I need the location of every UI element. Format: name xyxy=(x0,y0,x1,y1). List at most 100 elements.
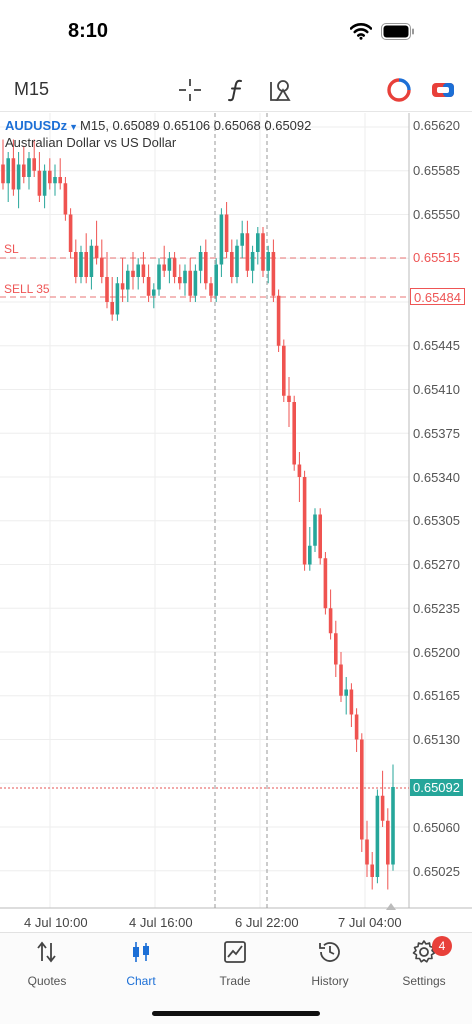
candle-body xyxy=(240,233,244,246)
candle-body xyxy=(245,233,250,271)
candle-body xyxy=(308,545,312,565)
candle-body xyxy=(365,839,369,865)
tab-label: Quotes xyxy=(27,974,67,988)
price-axis-label: 0.65410 xyxy=(413,382,460,397)
tab-chart[interactable]: Chart xyxy=(94,939,188,995)
candle-body xyxy=(339,664,343,696)
candle-body xyxy=(328,608,333,634)
candle-body xyxy=(16,164,21,190)
symbol-description: Australian Dollar vs US Dollar xyxy=(5,135,177,150)
candle-body xyxy=(183,270,187,284)
time-axis-label: 4 Jul 10:00 xyxy=(24,915,88,930)
candle-body xyxy=(354,714,359,740)
candle-body xyxy=(292,402,296,465)
symbol-ohlc: M15, 0.65089 0.65106 0.65068 0.65092 xyxy=(80,118,312,133)
candle-body xyxy=(209,283,213,296)
price-axis-label: 0.65585 xyxy=(413,163,460,178)
candle-body xyxy=(79,252,83,277)
candle-body xyxy=(360,739,364,840)
price-chart[interactable]: AUDUSDz ▼ M15, 0.65089 0.65106 0.65068 0.6… xyxy=(0,113,472,931)
candle-body xyxy=(386,820,390,865)
candle-body xyxy=(224,214,229,252)
candle-body xyxy=(141,264,146,277)
candle-body xyxy=(250,252,255,271)
price-axis-label: 0.65200 xyxy=(413,645,460,660)
status-time: 8:10 xyxy=(68,20,109,42)
timeframe-selector[interactable]: M15 xyxy=(14,79,50,99)
candle-body xyxy=(235,245,239,277)
candle-body xyxy=(100,258,104,277)
trade-chart-icon xyxy=(224,941,246,963)
time-axis-label: 7 Jul 04:00 xyxy=(338,915,402,930)
wifi-icon xyxy=(350,23,372,40)
price-axis-label: 0.65375 xyxy=(413,426,460,441)
objects-icon[interactable] xyxy=(268,77,294,103)
price-axis-label: 0.65620 xyxy=(413,118,460,133)
candle-body xyxy=(204,252,208,284)
candlestick-chart-svg[interactable] xyxy=(0,113,472,931)
candle-body xyxy=(178,277,182,284)
tab-label: Settings xyxy=(402,974,446,988)
candle-body xyxy=(167,258,172,271)
home-indicator xyxy=(152,1011,320,1016)
quick-trade-icon[interactable] xyxy=(430,77,456,103)
tab-trade[interactable]: Trade xyxy=(188,939,282,995)
candle-body xyxy=(172,258,177,277)
candle-body xyxy=(22,164,26,177)
candle-body xyxy=(323,558,328,609)
candle-body xyxy=(105,277,109,302)
candle-body xyxy=(11,158,16,190)
candle-body xyxy=(157,264,161,290)
chart-toolbar: M15 xyxy=(0,68,472,112)
candle-body xyxy=(318,514,322,559)
candle-body xyxy=(287,395,291,402)
candle-body xyxy=(261,233,265,271)
tab-history[interactable]: History xyxy=(283,939,377,995)
candle-body xyxy=(48,170,52,184)
candle-body xyxy=(58,177,62,184)
candle-body xyxy=(89,245,94,277)
sell-price-tag: 0.65484 xyxy=(410,288,465,305)
sell-order-label[interactable]: SELL 35 xyxy=(4,282,50,296)
time-axis-label: 6 Jul 22:00 xyxy=(235,915,299,930)
crosshair-icon[interactable] xyxy=(177,77,203,103)
candle-body xyxy=(63,183,68,215)
candle-body xyxy=(6,158,10,184)
candle-body xyxy=(136,264,140,277)
candle-body xyxy=(214,264,218,296)
price-axis-label: 0.65550 xyxy=(413,207,460,222)
symbol-header[interactable]: AUDUSDz ▼ M15, 0.65089 0.65106 0.65068 0.6… xyxy=(5,118,311,133)
candle-body xyxy=(370,864,374,877)
candle-body xyxy=(32,158,36,171)
candle-body xyxy=(219,214,224,265)
candle-body xyxy=(282,345,286,396)
indicator-f-icon[interactable] xyxy=(224,77,250,103)
price-axis-label: 0.65060 xyxy=(413,820,460,835)
symbol-dropdown-icon[interactable]: ▼ xyxy=(69,122,79,132)
candle-body xyxy=(152,289,156,296)
symbol-name[interactable]: AUDUSDz xyxy=(5,118,68,133)
settings-badge: 4 xyxy=(432,936,452,956)
candle-body xyxy=(162,264,166,271)
candle-body xyxy=(302,477,307,565)
time-axis-label: 4 Jul 16:00 xyxy=(129,915,193,930)
sl-level-label[interactable]: SL xyxy=(4,242,19,256)
tab-label: Trade xyxy=(219,974,251,988)
tab-quotes[interactable]: Quotes xyxy=(0,939,94,995)
candle-body xyxy=(391,787,395,865)
candle-body xyxy=(193,270,198,296)
one-click-trade-icon[interactable] xyxy=(386,77,412,103)
candle-body xyxy=(334,633,338,665)
candle-body xyxy=(344,689,348,696)
price-axis-label: 0.65340 xyxy=(413,470,460,485)
candle-body xyxy=(188,270,192,296)
price-axis-label: 0.65165 xyxy=(413,688,460,703)
candle-body xyxy=(380,795,385,821)
candle-body xyxy=(37,170,42,196)
tab-settings[interactable]: 4 Settings xyxy=(377,936,471,995)
price-axis-label: 0.65270 xyxy=(413,557,460,572)
candle-body xyxy=(68,214,73,252)
candle-body xyxy=(146,277,151,296)
current-price-tag: 0.65092 xyxy=(410,779,463,796)
tab-label: Chart xyxy=(126,974,156,988)
